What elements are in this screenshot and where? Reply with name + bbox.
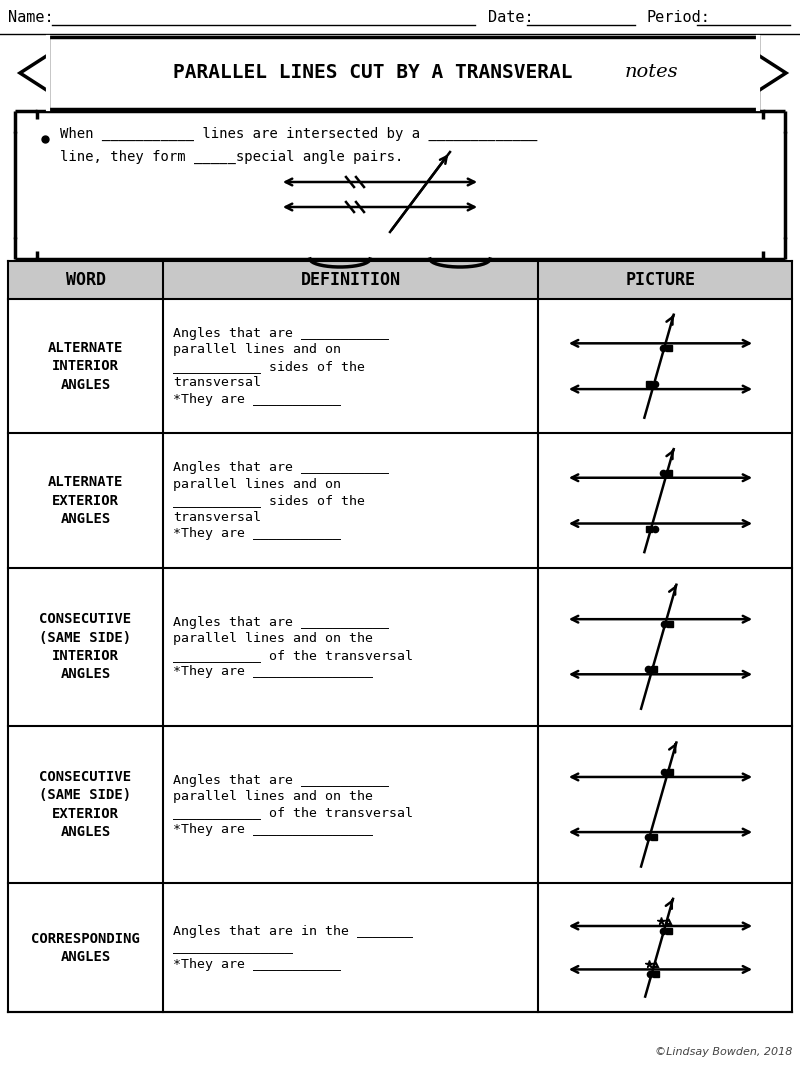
Text: parallel lines and on the: parallel lines and on the [173,790,373,803]
Text: When ___________ lines are intersected by a _____________: When ___________ lines are intersected b… [60,127,538,141]
Text: CONSECUTIVE
(SAME SIDE)
INTERIOR
ANGLES: CONSECUTIVE (SAME SIDE) INTERIOR ANGLES [39,612,131,682]
Text: ©Lindsay Bowden, 2018: ©Lindsay Bowden, 2018 [654,1047,792,1057]
Text: Angles that are in the _______: Angles that are in the _______ [173,925,413,938]
Text: parallel lines and on the: parallel lines and on the [173,633,373,646]
Text: Period:: Period: [647,10,711,25]
Text: parallel lines and on: parallel lines and on [173,478,341,491]
Text: line, they form _____special angle pairs.: line, they form _____special angle pairs… [60,150,403,164]
Text: ___________ of the transversal: ___________ of the transversal [173,807,413,819]
Polygon shape [758,55,786,91]
Polygon shape [20,55,48,91]
Text: ___________ of the transversal: ___________ of the transversal [173,649,413,662]
Text: parallel lines and on: parallel lines and on [173,344,341,356]
Text: DEFINITION: DEFINITION [301,271,401,289]
Text: ALTERNATE
EXTERIOR
ANGLES: ALTERNATE EXTERIOR ANGLES [48,475,123,526]
Text: *They are ___________: *They are ___________ [173,958,341,971]
Text: WORD: WORD [66,271,106,289]
Text: Angles that are ___________: Angles that are ___________ [173,461,389,475]
Text: PARALLEL LINES CUT BY A TRANSVERAL: PARALLEL LINES CUT BY A TRANSVERAL [174,63,573,81]
Text: ___________ sides of the: ___________ sides of the [173,360,365,373]
Text: Name:: Name: [8,10,54,25]
Text: Angles that are ___________: Angles that are ___________ [173,774,389,786]
Text: CORRESPONDING
ANGLES: CORRESPONDING ANGLES [31,931,140,964]
Bar [8,261,792,299]
Text: transversal: transversal [173,377,261,389]
Text: PICTURE: PICTURE [626,271,695,289]
Text: Date:: Date: [488,10,534,25]
Text: *They are _______________: *They are _______________ [173,665,373,679]
Text: _______________: _______________ [173,941,293,955]
Text: ALTERNATE
INTERIOR
ANGLES: ALTERNATE INTERIOR ANGLES [48,340,123,392]
Text: *They are _______________: *They are _______________ [173,823,373,837]
Text: transversal: transversal [173,511,261,524]
Text: Angles that are ___________: Angles that are ___________ [173,616,389,628]
Text: CONSECUTIVE
(SAME SIDE)
EXTERIOR
ANGLES: CONSECUTIVE (SAME SIDE) EXTERIOR ANGLES [39,770,131,839]
Bar [48,37,758,109]
Text: *They are ___________: *They are ___________ [173,527,341,540]
Text: *They are ___________: *They are ___________ [173,393,341,405]
Text: notes: notes [625,63,678,81]
Text: ___________ sides of the: ___________ sides of the [173,494,365,508]
Text: Angles that are ___________: Angles that are ___________ [173,327,389,340]
